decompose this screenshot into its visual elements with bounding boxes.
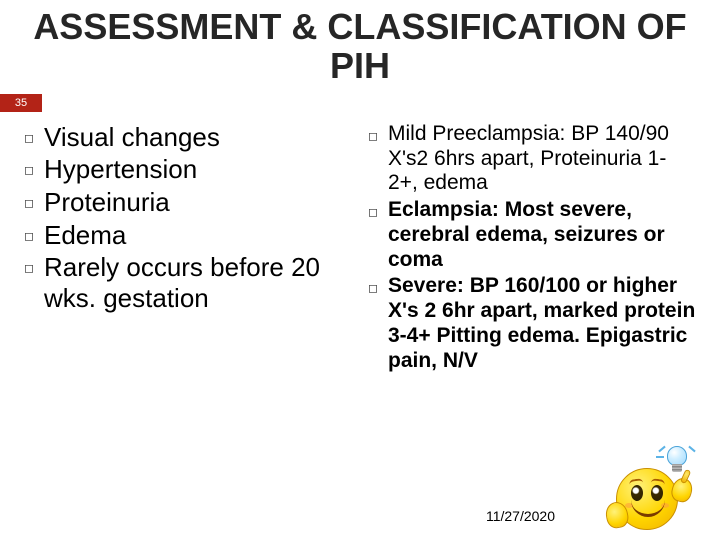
slide-title: ASSESSMENT & CLASSIFICATION OF PIH <box>0 0 720 92</box>
slide-number-badge: 35 <box>0 94 42 112</box>
item-text: Mild Preeclampsia: BP 140/90 X's2 6hrs a… <box>388 122 696 196</box>
bullet-icon: ◻ <box>24 131 34 145</box>
list-item: ◻ Mild Preeclampsia: BP 140/90 X's2 6hrs… <box>368 122 696 196</box>
list-item: ◻ Eclampsia: Most severe, cerebral edema… <box>368 198 696 272</box>
item-text: Visual changes <box>44 122 220 153</box>
idea-emoji-icon <box>608 450 688 530</box>
item-text: Eclampsia: Most severe, cerebral edema, … <box>388 198 696 272</box>
bullet-icon: ◻ <box>368 129 378 143</box>
item-text: Proteinuria <box>44 187 170 218</box>
slide-date: 11/27/2020 <box>486 508 555 524</box>
list-item: ◻ Visual changes <box>24 122 352 153</box>
list-item: ◻ Severe: BP 160/100 or higher X's 2 6hr… <box>368 274 696 373</box>
list-item: ◻ Rarely occurs before 20 wks. gestation <box>24 252 352 313</box>
list-item: ◻ Hypertension <box>24 154 352 185</box>
list-item: ◻ Edema <box>24 220 352 251</box>
item-text: Edema <box>44 220 126 251</box>
bullet-icon: ◻ <box>24 163 34 177</box>
bullet-icon: ◻ <box>24 229 34 243</box>
right-column: ◻ Mild Preeclampsia: BP 140/90 X's2 6hrs… <box>368 122 696 376</box>
item-text: Hypertension <box>44 154 197 185</box>
list-item: ◻ Proteinuria <box>24 187 352 218</box>
item-lead: Mild Preeclampsia: <box>388 122 565 145</box>
item-text: Severe: BP 160/100 or higher X's 2 6hr a… <box>388 274 696 373</box>
bullet-icon: ◻ <box>368 205 378 219</box>
content-area: ◻ Visual changes ◻ Hypertension ◻ Protei… <box>0 112 720 376</box>
item-text: Rarely occurs before 20 wks. gestation <box>44 252 352 313</box>
bullet-icon: ◻ <box>24 261 34 275</box>
bullet-icon: ◻ <box>24 196 34 210</box>
left-column: ◻ Visual changes ◻ Hypertension ◻ Protei… <box>24 122 352 376</box>
bullet-icon: ◻ <box>368 281 378 295</box>
